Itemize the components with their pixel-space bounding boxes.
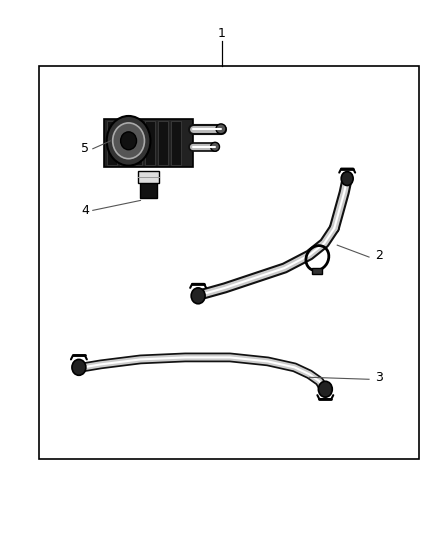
Bar xyxy=(159,121,168,165)
Bar xyxy=(120,121,130,165)
Bar xyxy=(107,121,117,165)
Ellipse shape xyxy=(318,381,332,397)
Text: 3: 3 xyxy=(375,371,383,384)
Ellipse shape xyxy=(113,123,145,159)
Bar xyxy=(171,121,181,165)
Bar xyxy=(39,66,419,459)
Ellipse shape xyxy=(211,142,219,151)
Text: 1: 1 xyxy=(218,27,226,40)
Bar xyxy=(145,121,155,165)
Ellipse shape xyxy=(107,116,150,166)
Ellipse shape xyxy=(341,172,353,185)
Text: 4: 4 xyxy=(81,204,89,217)
Bar xyxy=(133,121,142,165)
Text: 2: 2 xyxy=(375,248,383,262)
Bar xyxy=(312,268,322,274)
Ellipse shape xyxy=(191,288,205,304)
Ellipse shape xyxy=(216,124,226,134)
Text: 5: 5 xyxy=(81,142,89,155)
Ellipse shape xyxy=(120,132,137,150)
Bar xyxy=(140,181,157,198)
Bar xyxy=(104,119,193,167)
Ellipse shape xyxy=(72,359,86,375)
Bar xyxy=(138,171,159,182)
